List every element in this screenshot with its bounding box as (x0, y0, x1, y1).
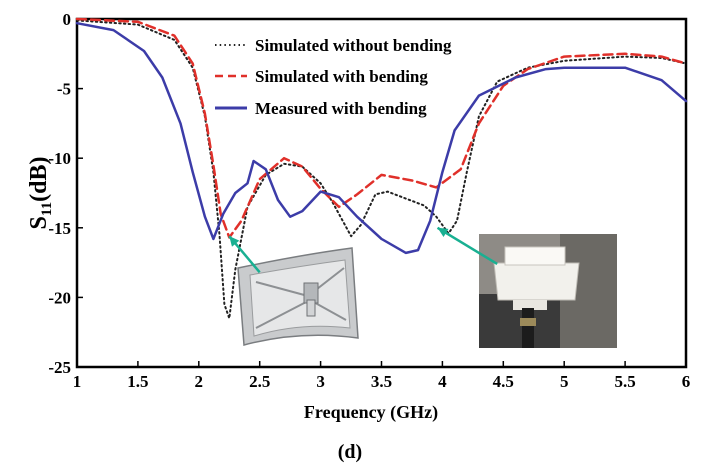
x-tick-label-8: 5 (560, 372, 569, 391)
legend-label-sim-no-bend: Simulated without bending (255, 36, 452, 55)
y-tick-label-3: -15 (48, 219, 71, 238)
legend-label-measured: Measured with bending (255, 99, 427, 118)
bent-antenna-image (237, 247, 359, 346)
y-axis-label-unit: (dB) (26, 157, 52, 202)
y-tick-label-2: -10 (48, 149, 71, 168)
legend: Simulated without bending Simulated with… (215, 36, 452, 118)
x-tick-label-10: 6 (682, 372, 691, 391)
arrow-0 (228, 235, 261, 274)
x-axis-ticks: 1 1.5 2 2.5 3 3.5 4 4.5 5 5.5 6 (73, 361, 691, 391)
legend-label-sim-bend: Simulated with bending (255, 67, 428, 86)
arrow-1 (436, 226, 498, 266)
y-tick-label-5: -25 (48, 358, 71, 377)
series-sim-bend (75, 17, 688, 239)
series-sim-no-bend (76, 19, 687, 320)
y-axis-label-sub: 11 (39, 202, 55, 216)
y-tick-label-0: 0 (63, 10, 72, 29)
y-tick-label-1: -5 (57, 80, 71, 99)
series-lines (75, 17, 688, 320)
x-tick-label-4: 3 (316, 372, 325, 391)
x-tick-label-0: 1 (73, 372, 82, 391)
panel-label: (d) (338, 441, 362, 463)
x-tick-label-1: 1.5 (127, 372, 148, 391)
y-axis-label-main: S (26, 216, 52, 229)
x-tick-label-2: 2 (195, 372, 204, 391)
x-tick-label-7: 4.5 (493, 372, 514, 391)
y-axis-label: S11(dB) (26, 157, 55, 230)
x-tick-label-3: 2.5 (249, 372, 270, 391)
x-tick-label-5: 3.5 (371, 372, 392, 391)
x-tick-label-9: 5.5 (614, 372, 635, 391)
y-tick-label-4: -20 (48, 288, 71, 307)
x-axis-label: Frequency (GHz) (304, 402, 438, 423)
series-measured (75, 21, 688, 255)
prototype-photo (479, 234, 617, 348)
x-tick-label-6: 4 (438, 372, 447, 391)
annotation-arrows (228, 226, 498, 274)
